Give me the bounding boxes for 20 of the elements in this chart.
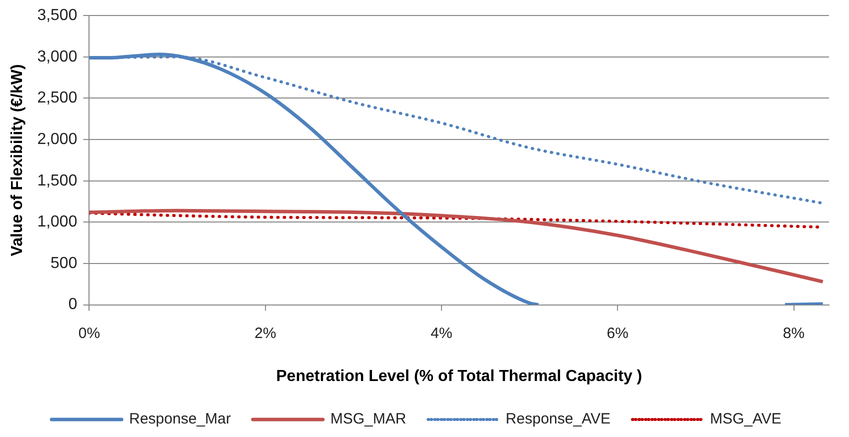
y-axis-title: Value of Flexibility (€/kW)	[9, 64, 26, 256]
y-tick-label: 1,500	[37, 172, 78, 190]
line-series	[89, 208, 825, 284]
x-tick-label: 4%	[430, 324, 452, 342]
y-tick-label: 3,500	[37, 7, 78, 24]
x-tick-label: 6%	[606, 324, 628, 342]
y-tick-label: 500	[50, 254, 78, 272]
x-tick-label: 8%	[782, 324, 805, 342]
legend-label: MSG_AVE	[710, 410, 782, 428]
y-tick-label: 3,000	[37, 48, 78, 66]
y-tick-label: 2,500	[37, 90, 78, 107]
legend-label: Response_AVE	[506, 410, 610, 428]
legend-label: Response_Mar	[129, 410, 231, 428]
x-tick-label: 2%	[254, 324, 276, 342]
y-tick-label: 1,000	[37, 214, 78, 231]
x-tick-label: 0%	[78, 324, 100, 342]
legend-label: MSG_MAR	[330, 410, 406, 428]
y-tick-label: 0	[68, 296, 78, 314]
y-tick-label: 2,000	[37, 130, 78, 148]
x-axis-title: Penetration Level (% of Total Thermal Capacity )	[276, 368, 642, 385]
